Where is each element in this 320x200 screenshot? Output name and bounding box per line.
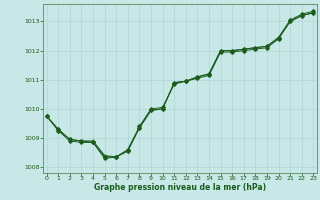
- X-axis label: Graphe pression niveau de la mer (hPa): Graphe pression niveau de la mer (hPa): [94, 183, 266, 192]
